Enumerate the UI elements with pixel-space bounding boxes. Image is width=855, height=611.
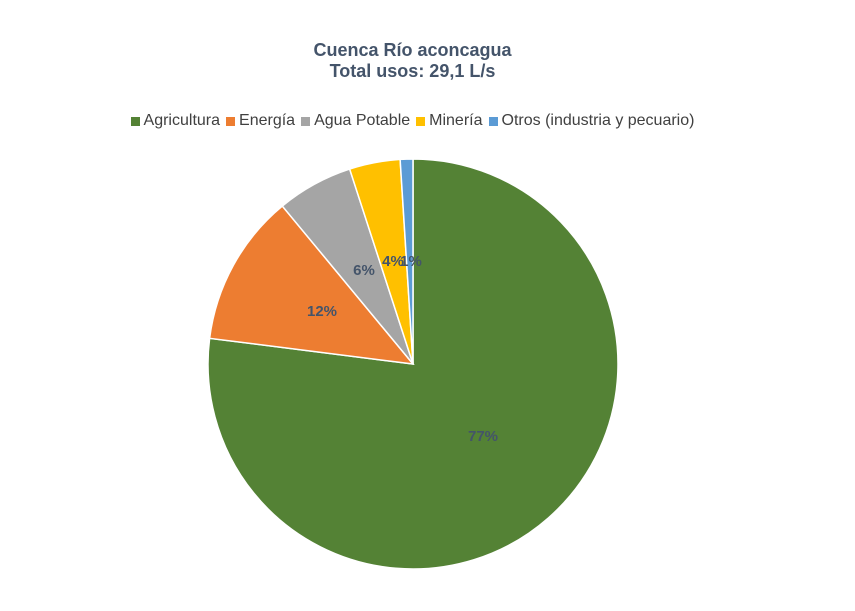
chart-title: Cuenca Río aconcagua (313, 40, 512, 60)
chart-title-block: Cuenca Río aconcagua Total usos: 29,1 L/… (0, 40, 825, 82)
legend-swatch-otros (488, 116, 498, 126)
data-label-agricultura: 77% (468, 428, 498, 445)
chart-subtitle: Total usos: 29,1 L/s (329, 61, 496, 81)
legend-swatch-mineria (416, 116, 426, 126)
legend-label-otros: Otros (industria y pecuario) (501, 112, 695, 129)
legend-item-agricultura: Agricultura (130, 112, 221, 130)
pie-slice-otros (399, 158, 414, 365)
legend-label-mineria: Minería (429, 112, 483, 129)
chart-legend: Agricultura Energía Agua Potable Minería… (0, 112, 825, 130)
legend-swatch-agricultura (130, 116, 140, 126)
legend-swatch-energia (226, 116, 236, 126)
data-label-otros: 1% (400, 253, 422, 270)
pie-slice-energia (208, 204, 415, 365)
legend-label-agua-potable: Agua Potable (314, 112, 411, 129)
legend-label-agricultura: Agricultura (143, 112, 221, 129)
legend-swatch-agua-potable (301, 116, 311, 126)
legend-item-agua-potable: Agua Potable (301, 112, 410, 130)
pie-slice-agricultura (207, 158, 619, 570)
data-label-energia: 12% (307, 303, 337, 320)
legend-item-energia: Energía (226, 112, 295, 130)
data-label-agua-potable: 6% (353, 262, 375, 279)
legend-item-mineria: Minería (416, 112, 483, 130)
legend-label-energia: Energía (239, 112, 296, 129)
data-label-mineria: 4% (382, 253, 404, 270)
legend-item-otros: Otros (industria y pecuario) (488, 112, 695, 130)
